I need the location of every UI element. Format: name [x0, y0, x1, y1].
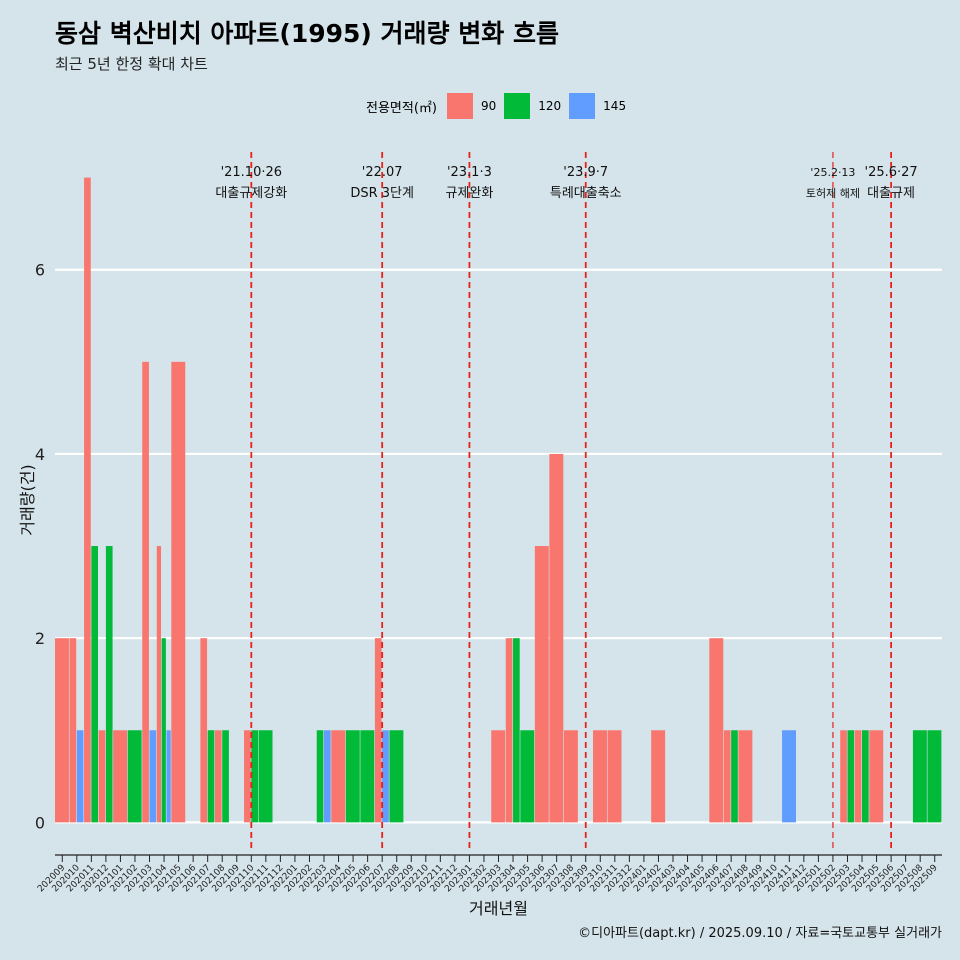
- bar-202104-120: [161, 638, 166, 823]
- event-label-202309: 특례대출축소: [550, 186, 622, 201]
- chart-title: 동삼 벽산비치 아파트(1995) 거래량 변화 흐름: [55, 19, 559, 48]
- event-date-202309: '23.9·7: [563, 165, 608, 180]
- bar-202103-90: [142, 361, 149, 823]
- bar-202010-90: [69, 638, 77, 823]
- y-tick-label-6: 6: [35, 261, 45, 280]
- bar-202206-120: [360, 730, 375, 823]
- event-date-202502: '25.2·13: [810, 166, 855, 179]
- event-date-202110: '21.10·26: [221, 165, 282, 180]
- legend-swatch-120: [504, 93, 531, 119]
- y-axis-title: 거래량(건): [18, 464, 37, 535]
- bar-202310-90: [593, 730, 607, 823]
- bar-202207-145: [382, 730, 389, 823]
- bar-202102-120: [127, 730, 142, 823]
- bar-202505-90: [869, 730, 884, 823]
- bar-202104-90: [156, 546, 162, 823]
- bar-202204-90: [331, 730, 346, 823]
- bar-202107-90: [200, 638, 208, 823]
- bar-202307-90: [549, 453, 564, 823]
- bar-202308-90: [563, 730, 578, 823]
- bar-202208-120: [389, 730, 404, 823]
- y-tick-label-2: 2: [35, 629, 45, 648]
- bar-202011-90: [84, 177, 91, 823]
- bar-202311-90: [607, 730, 622, 823]
- event-label-202110: 대출규제강화: [215, 186, 287, 201]
- bar-202111-120: [258, 730, 273, 823]
- bar-202411-145: [782, 730, 796, 823]
- bar-202108-90: [214, 730, 222, 823]
- x-axis-title: 거래년월: [469, 899, 528, 918]
- bar-202504-120: [862, 730, 869, 823]
- bar-202205-120: [345, 730, 360, 823]
- event-date-202506: '25.6·27: [865, 165, 918, 180]
- event-label-202502: 토허제 해제: [806, 186, 860, 200]
- legend-item-90: 90: [446, 93, 497, 119]
- bar-202203-120: [316, 730, 324, 823]
- bar-202104-145: [166, 730, 171, 823]
- bar-202012-120: [105, 546, 113, 823]
- bar-202110-120: [251, 730, 258, 823]
- bar-202504-90: [854, 730, 862, 823]
- bar-202305-120: [520, 730, 535, 823]
- y-tick-label-0: 0: [35, 813, 45, 832]
- bar-202304-120: [513, 638, 520, 823]
- event-label-202506: 대출규제: [867, 186, 915, 201]
- source-caption: ©디아파트(dapt.kr) / 2025.09.10 / 자료=국토교통부 실…: [578, 926, 942, 941]
- chart-subtitle: 최근 5년 한정 확대 차트: [55, 55, 208, 73]
- bar-202011-120: [91, 546, 99, 823]
- event-label-202207: DSR 3단계: [350, 186, 414, 201]
- bar-202107-120: [207, 730, 215, 823]
- bar-202012-90: [98, 730, 106, 823]
- legend-label-120: 120: [538, 99, 562, 113]
- event-label-202301: 규제완화: [445, 186, 493, 201]
- bar-202108-120: [222, 730, 229, 823]
- legend-swatch-145: [569, 93, 596, 119]
- bar-202304-90: [505, 638, 513, 823]
- bar-202105-90: [171, 361, 186, 823]
- legend: 전용면적(㎡) 90 120 145: [366, 93, 634, 119]
- legend-item-145: 145: [569, 93, 626, 119]
- bar-202406-90: [709, 638, 724, 823]
- bar-202408-90: [738, 730, 753, 823]
- bar-202009-90: [55, 638, 69, 823]
- bar-202103-145: [149, 730, 157, 823]
- bar-202407-120: [731, 730, 738, 823]
- legend-swatch-90: [446, 93, 473, 119]
- legend-title: 전용면적(㎡): [366, 100, 437, 116]
- legend-item-120: 120: [504, 93, 561, 119]
- legend-label-90: 90: [480, 99, 497, 113]
- bar-202503-120: [847, 730, 855, 823]
- bar-202110-90: [244, 730, 251, 823]
- bar-202306-90: [534, 546, 549, 823]
- bar-202010-145: [76, 730, 84, 823]
- event-date-202207: '22.07: [362, 165, 403, 180]
- bar-202503-90: [840, 730, 847, 823]
- bar-202207-90: [374, 638, 382, 823]
- bar-202402-90: [651, 730, 666, 823]
- bar-202407-90: [723, 730, 731, 823]
- bar-202101-90: [113, 730, 128, 823]
- y-tick-label-4: 4: [35, 445, 45, 464]
- bar-202303-90: [491, 730, 506, 823]
- event-date-202301: '23.1·3: [447, 165, 492, 180]
- bar-202509-120: [927, 730, 942, 823]
- bar-202203-145: [324, 730, 331, 823]
- bar-202508-120: [912, 730, 927, 823]
- legend-label-145: 145: [603, 99, 627, 113]
